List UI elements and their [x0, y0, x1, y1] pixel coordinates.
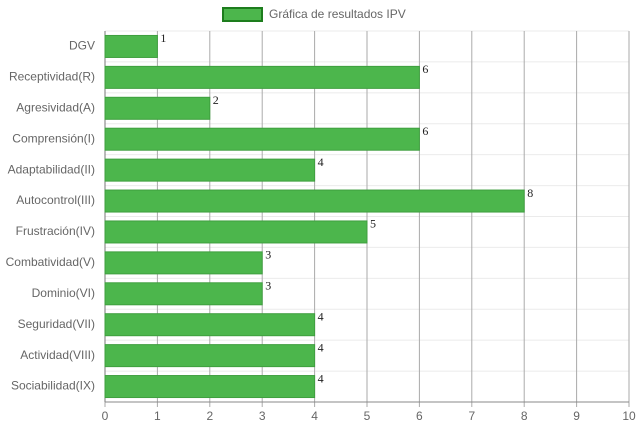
value-label: 3 — [265, 248, 271, 262]
x-tick-label: 1 — [154, 409, 161, 423]
y-tick-label: Agresividad(A) — [16, 100, 95, 114]
y-tick-label: Receptividad(R) — [9, 70, 95, 84]
bar — [104, 127, 420, 151]
y-tick-label: DGV — [69, 39, 95, 53]
x-tick-label: 2 — [206, 409, 213, 423]
value-label: 4 — [318, 155, 324, 169]
y-tick-label: Seguridad(VII) — [18, 317, 95, 331]
bar — [104, 189, 525, 213]
y-tick-label: Frustración(IV) — [16, 224, 95, 238]
y-tick-label: Actividad(VIII) — [20, 348, 95, 362]
x-tick-label: 0 — [102, 409, 109, 423]
legend-label: Gráfica de resultados IPV — [269, 7, 406, 21]
x-tick-label: 10 — [622, 409, 636, 423]
value-label: 4 — [318, 309, 324, 323]
bar — [104, 158, 316, 182]
x-tick-label: 6 — [416, 409, 423, 423]
value-label: 6 — [422, 62, 428, 76]
bar — [104, 65, 420, 89]
y-tick-label: Dominio(VI) — [32, 286, 95, 300]
bar — [104, 34, 158, 58]
value-label: 6 — [422, 124, 428, 138]
x-tick-label: 5 — [364, 409, 371, 423]
x-tick-label: 8 — [521, 409, 528, 423]
bar — [104, 375, 316, 399]
value-label: 1 — [160, 31, 166, 45]
value-label: 4 — [318, 371, 324, 385]
bar — [104, 96, 211, 120]
x-tick-label: 9 — [573, 409, 580, 423]
value-label: 3 — [265, 279, 271, 293]
bar — [104, 251, 263, 275]
bar — [104, 282, 263, 306]
y-tick-label: Sociabilidad(IX) — [11, 379, 95, 393]
y-tick-label: Adaptabilidad(II) — [8, 162, 95, 176]
y-tick-label: Autocontrol(III) — [16, 193, 95, 207]
legend-swatch — [222, 7, 263, 22]
bar — [104, 344, 316, 368]
y-tick-label: Combatividad(V) — [6, 255, 95, 269]
x-tick-label: 3 — [259, 409, 266, 423]
x-tick-label: 4 — [311, 409, 318, 423]
value-label: 8 — [527, 186, 533, 200]
value-label: 2 — [213, 93, 219, 107]
value-label: 5 — [370, 217, 376, 231]
bar — [104, 220, 368, 244]
x-tick-label: 7 — [468, 409, 475, 423]
bar — [104, 313, 316, 337]
y-tick-label: Comprensión(I) — [12, 131, 95, 145]
value-label: 4 — [318, 340, 324, 354]
